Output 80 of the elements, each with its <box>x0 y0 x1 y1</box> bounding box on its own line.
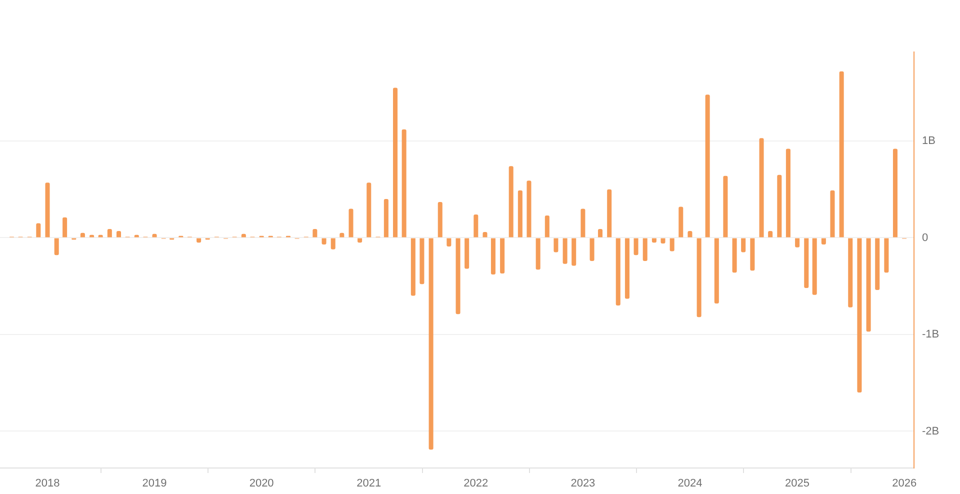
bar <box>526 180 532 238</box>
bar <box>750 238 755 271</box>
bar <box>830 190 835 238</box>
x-tick-label: 2025 <box>785 478 810 490</box>
x-tick-label: 2026 <box>892 478 917 490</box>
bar <box>554 238 558 252</box>
bar <box>410 238 416 296</box>
bar <box>330 238 336 250</box>
bar <box>490 238 496 275</box>
bar <box>696 238 702 318</box>
bar <box>732 238 737 273</box>
bar <box>670 238 674 252</box>
x-tick-label: 2018 <box>35 478 60 490</box>
bar <box>892 148 898 238</box>
bar <box>420 238 424 284</box>
bar <box>54 238 59 256</box>
bar <box>500 238 505 274</box>
x-tick-label: 2020 <box>249 478 274 490</box>
bar <box>821 238 826 245</box>
bar <box>884 238 889 273</box>
bar <box>456 238 460 314</box>
bar <box>348 208 354 238</box>
bar <box>384 199 388 238</box>
bar <box>786 148 790 238</box>
bar <box>795 238 800 248</box>
bar <box>714 238 719 304</box>
x-tick-label: 2024 <box>678 478 702 490</box>
bar <box>598 229 602 238</box>
bar <box>866 238 871 332</box>
bar <box>688 230 692 238</box>
bar <box>62 217 68 238</box>
x-tick-label: 2023 <box>570 478 596 490</box>
bar <box>446 238 452 246</box>
bar <box>678 206 684 238</box>
bar <box>723 176 728 238</box>
bar <box>705 94 710 238</box>
bar <box>464 238 470 269</box>
bar <box>518 190 522 238</box>
bar <box>474 214 478 238</box>
bar <box>768 230 773 238</box>
bar <box>402 129 406 238</box>
bar <box>393 88 398 238</box>
bar <box>634 238 638 256</box>
bar <box>857 238 862 393</box>
bar <box>642 238 648 261</box>
bar <box>607 189 612 238</box>
bar <box>562 238 568 264</box>
bar <box>45 182 50 238</box>
bar <box>741 238 746 252</box>
bar <box>36 223 41 238</box>
x-tick-label: 2019 <box>142 478 167 490</box>
bar <box>875 238 880 290</box>
bar <box>536 238 540 270</box>
bar <box>322 238 326 245</box>
y-tick-label: -1B <box>922 328 940 341</box>
bar <box>107 229 112 238</box>
bar <box>544 216 550 238</box>
bar <box>580 208 586 238</box>
bar <box>660 238 666 244</box>
bar <box>848 238 853 308</box>
bar <box>572 238 576 266</box>
bar <box>508 166 514 238</box>
bar <box>616 238 620 306</box>
x-tick-label: 2021 <box>356 478 382 490</box>
bar <box>116 230 122 238</box>
x-tick-label: 2022 <box>464 478 488 490</box>
bar <box>312 229 318 238</box>
bar <box>438 202 442 238</box>
bar <box>777 174 782 238</box>
bar <box>804 238 809 288</box>
y-tick-label: 1B <box>922 135 936 148</box>
bar <box>590 238 594 261</box>
bar <box>366 182 372 238</box>
bar <box>759 138 764 238</box>
y-tick-label: -2B <box>922 425 940 438</box>
bar <box>428 238 434 450</box>
bar <box>812 238 817 295</box>
y-tick-label: 0 <box>922 232 928 244</box>
bar <box>624 238 630 299</box>
bar <box>839 71 844 238</box>
